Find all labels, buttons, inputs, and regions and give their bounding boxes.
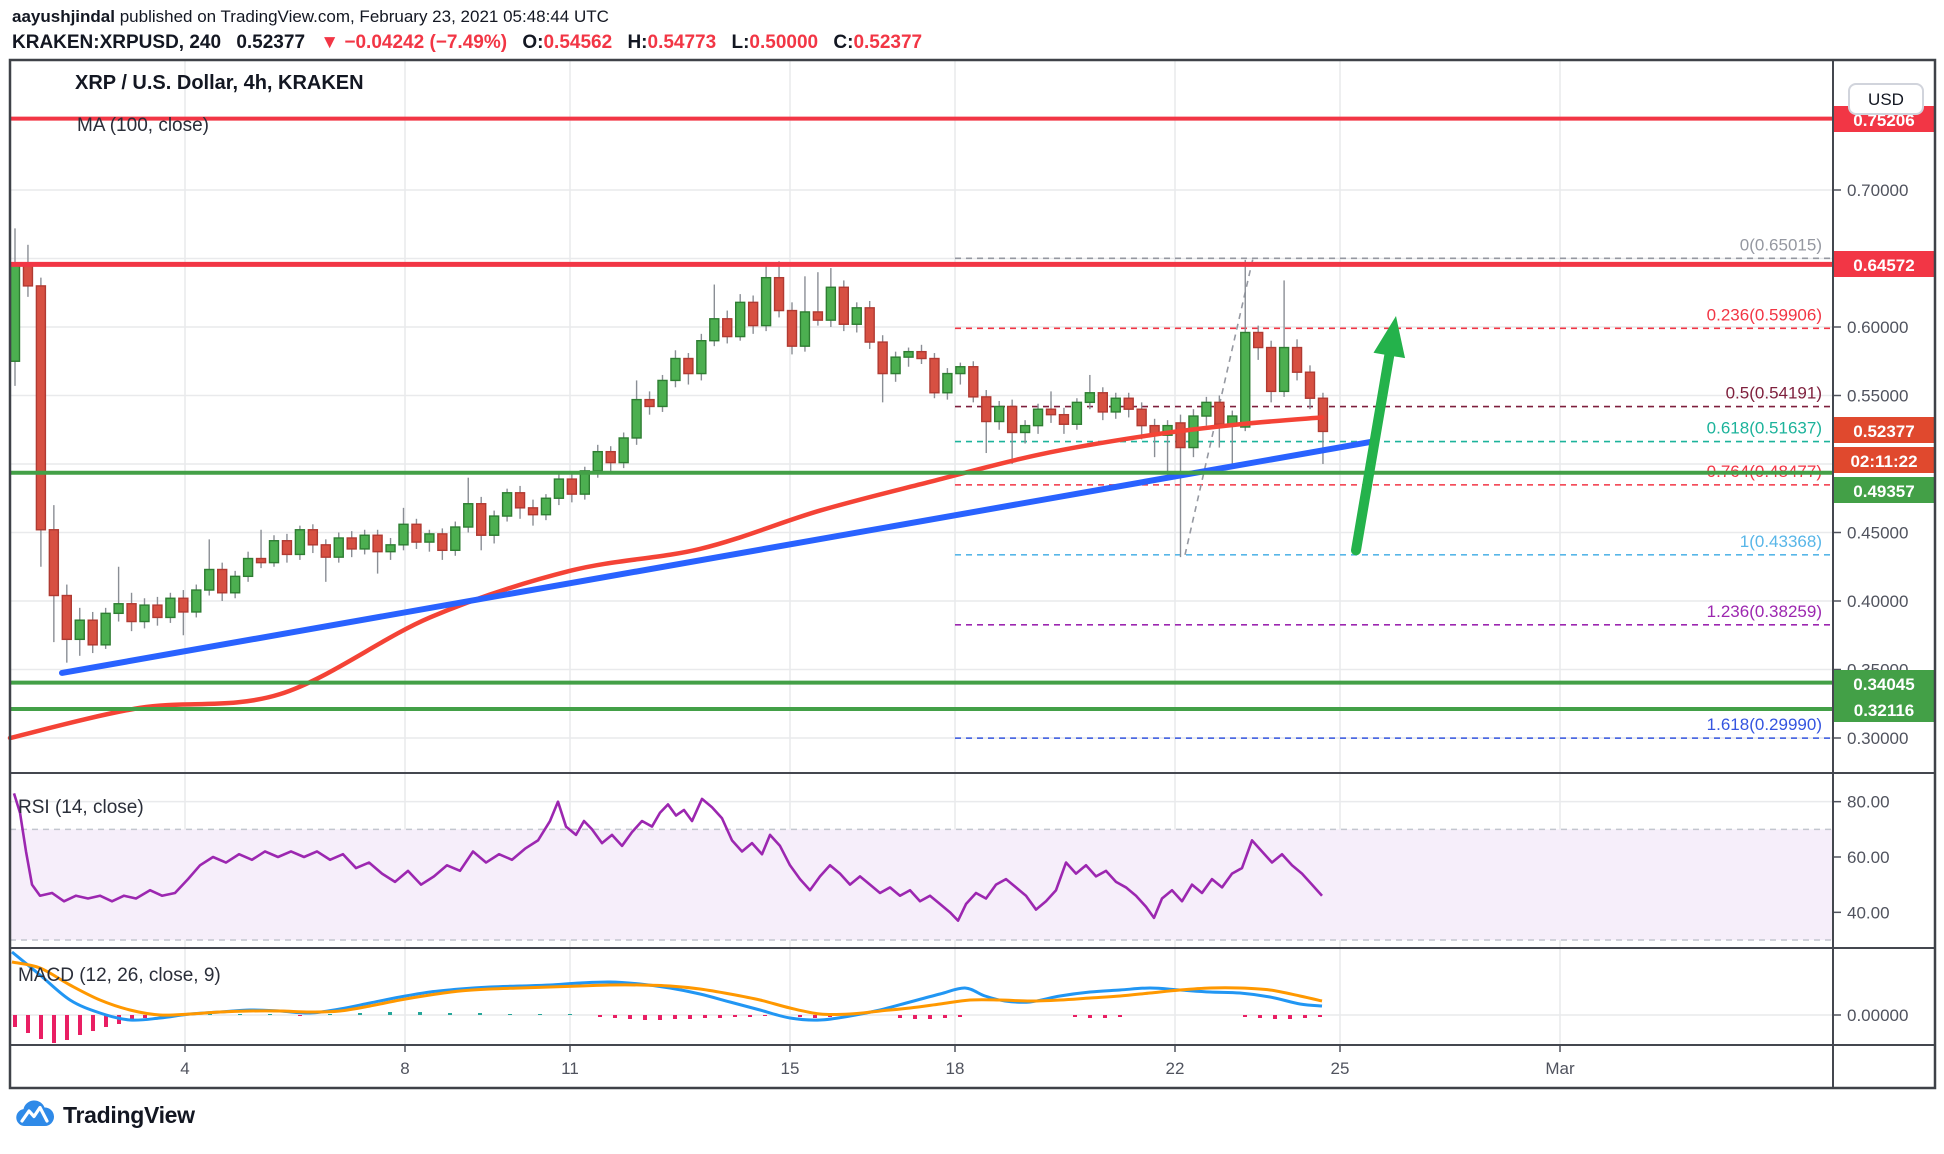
- currency-button-label: USD: [1868, 90, 1904, 109]
- author-name: aayushjindal: [12, 7, 115, 26]
- low-value: 0.50000: [749, 32, 819, 53]
- ma-indicator-label[interactable]: MA (100, close): [77, 115, 209, 136]
- axis-tick-label: 40.00: [1847, 903, 1890, 922]
- time-axis-label: 25: [1331, 1059, 1350, 1078]
- chart-title: XRP / U.S. Dollar, 4h, KRAKEN: [75, 72, 364, 94]
- time-axis[interactable]: 4 8 11 15 18 22 25 Mar: [180, 1045, 1575, 1078]
- close-label: C:: [833, 32, 854, 53]
- price-axis[interactable]: 0.700000.600000.550000.450000.400000.350…: [1833, 181, 1908, 1025]
- high-label: H:: [627, 32, 648, 53]
- time-axis-label: 22: [1166, 1059, 1185, 1078]
- fib-level-label: 0.236(0.59906): [1707, 305, 1822, 324]
- fib-retracement-drawing[interactable]: 0(0.65015) 0.236(0.59906) 0.5(0.54191) 0.61…: [955, 235, 1833, 739]
- price-badge: 02:11:22: [1850, 452, 1917, 471]
- close-value: 0.52377: [853, 32, 923, 53]
- axis-tick-label: 0.30000: [1847, 729, 1908, 748]
- buy-arrow-drawing[interactable]: [1351, 316, 1406, 556]
- fib-level-label: 0.618(0.51637): [1707, 419, 1822, 438]
- open-value: 0.54562: [543, 32, 613, 53]
- open-label: O:: [522, 32, 544, 53]
- price-badge: 0.34045: [1853, 675, 1914, 694]
- axis-tick-label: 0.00000: [1847, 1006, 1908, 1025]
- rsi-band: [10, 828, 1833, 941]
- macd-plot: [11, 950, 1323, 1043]
- tradingview-cloud-icon: [16, 1100, 54, 1127]
- fib-level-label: 1.618(0.29990): [1707, 715, 1822, 734]
- pane-borders: [8, 58, 1937, 1090]
- price-change: −0.04242 (−7.49%): [344, 32, 508, 53]
- currency-toggle-button[interactable]: USD: [1848, 83, 1924, 115]
- price-badge: 0.75206: [1853, 111, 1914, 130]
- byline: aayushjindal published on TradingView.co…: [12, 5, 922, 29]
- axis-tick-label: 60.00: [1847, 848, 1890, 867]
- low-label: L:: [731, 32, 750, 53]
- byline-text: published on TradingView.com, February 2…: [114, 7, 609, 26]
- down-triangle-icon: ▼: [320, 32, 340, 53]
- rsi-plot: [12, 792, 1323, 922]
- price-badge: 0.52377: [1853, 422, 1914, 441]
- axis-tick-label: 0.40000: [1847, 592, 1908, 611]
- candles-series: [9, 228, 1329, 663]
- last-price: 0.52377: [236, 32, 306, 53]
- axis-tick-label: 0.70000: [1847, 181, 1908, 200]
- price-badge: 0.49357: [1853, 482, 1914, 501]
- axis-tick-label: 80.00: [1847, 793, 1890, 812]
- time-axis-label: 18: [946, 1059, 965, 1078]
- axis-tick-label: 0.55000: [1847, 387, 1908, 406]
- time-axis-label: Mar: [1545, 1059, 1575, 1078]
- support-resistance-lines[interactable]: [10, 116, 1833, 712]
- tradingview-logo[interactable]: TradingView: [14, 1099, 195, 1131]
- rsi-indicator-label[interactable]: RSI (14, close): [18, 797, 144, 818]
- axis-tick-label: 0.60000: [1847, 318, 1908, 337]
- fib-level-label: 0.5(0.54191): [1726, 384, 1822, 403]
- ma-100-line[interactable]: [7, 415, 1325, 741]
- time-axis-label: 11: [561, 1059, 579, 1078]
- fib-level-label: 0(0.65015): [1740, 235, 1822, 254]
- snapshot-header: aayushjindal published on TradingView.co…: [12, 5, 922, 55]
- axis-tick-label: 0.45000: [1847, 524, 1908, 543]
- fib-level-label: 1.236(0.38259): [1707, 602, 1822, 621]
- time-axis-label: 8: [400, 1059, 409, 1078]
- fib-level-label: 1(0.43368): [1740, 532, 1822, 551]
- macd-indicator-label[interactable]: MACD (12, 26, close, 9): [18, 965, 221, 986]
- time-axis-label: 15: [781, 1059, 800, 1078]
- high-value: 0.54773: [647, 32, 717, 53]
- price-badge: 0.32116: [1854, 701, 1915, 720]
- price-badge: 0.64572: [1853, 256, 1914, 275]
- symbol-interval: KRAKEN:XRPUSD, 240: [12, 32, 222, 53]
- time-axis-label: 4: [180, 1059, 189, 1078]
- trend-line-drawing[interactable]: [59, 438, 1375, 676]
- symbol-status-line: KRAKEN:XRPUSD, 240 0.52377 ▼ −0.04242 (−…: [12, 30, 922, 55]
- price-axis-badges: 0.75206 0.64572 0.52377 02:11:22 0.49357 0.34…: [1834, 106, 1934, 722]
- tradingview-wordmark: TradingView: [63, 1101, 195, 1128]
